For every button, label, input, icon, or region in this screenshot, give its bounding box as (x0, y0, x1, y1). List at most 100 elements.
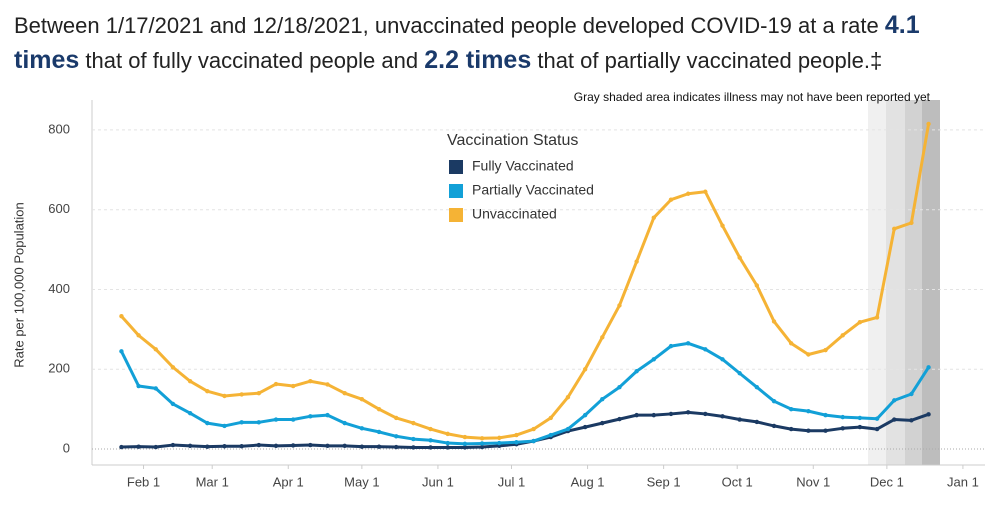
data-point (462, 441, 468, 447)
data-point (342, 443, 347, 449)
data-point (170, 365, 176, 370)
data-point (342, 390, 347, 396)
legend-swatch (449, 208, 463, 222)
data-point (600, 335, 605, 340)
data-point (926, 412, 931, 417)
data-point (531, 438, 536, 444)
data-point (359, 396, 365, 402)
shade-band (886, 100, 905, 465)
data-point (394, 415, 399, 421)
data-point (617, 303, 622, 308)
data-point (428, 426, 433, 432)
data-point (205, 389, 210, 394)
data-point (325, 412, 330, 418)
data-point (857, 319, 863, 325)
legend-label: Fully Vaccinated (472, 158, 574, 174)
series-line (120, 123, 931, 440)
x-tick-label: Jan 1 (947, 474, 979, 489)
x-tick-label: Jul 1 (498, 474, 525, 489)
data-point (325, 443, 330, 449)
data-point (909, 418, 914, 423)
data-point (342, 420, 347, 426)
data-point (376, 444, 382, 449)
data-point (462, 445, 468, 450)
data-point (514, 432, 519, 438)
data-point (462, 434, 468, 440)
data-point (394, 444, 399, 450)
title-text: that of fully vaccinated people and (79, 48, 425, 73)
data-point (771, 423, 777, 429)
annotation: Gray shaded area indicates illness may n… (574, 90, 931, 104)
data-point (222, 393, 227, 399)
data-point (497, 440, 502, 446)
data-point (119, 314, 124, 319)
data-point (720, 357, 725, 362)
data-point (874, 315, 880, 320)
data-point (926, 365, 931, 370)
data-point (359, 426, 365, 431)
x-tick-label: Mar 1 (196, 474, 229, 489)
data-point (136, 444, 141, 449)
data-point (651, 357, 657, 362)
data-point (170, 401, 176, 407)
data-point (273, 417, 279, 422)
data-point (840, 414, 845, 420)
data-point (119, 349, 124, 354)
data-point (634, 259, 639, 264)
data-point (170, 442, 176, 448)
data-point (273, 443, 279, 449)
y-tick-label: 600 (48, 201, 70, 216)
data-point (600, 396, 605, 402)
data-point (325, 382, 330, 387)
data-point (497, 435, 502, 441)
data-point (205, 420, 210, 426)
data-point (788, 406, 794, 412)
data-point (565, 394, 571, 400)
data-point (514, 440, 519, 445)
data-point (634, 369, 639, 374)
data-point (256, 390, 262, 396)
data-point (754, 419, 760, 425)
y-tick-label: 0 (63, 440, 70, 455)
data-point (737, 371, 742, 376)
x-tick-label: Dec 1 (870, 474, 904, 489)
title-text: that of partially vaccinated people.‡ (531, 48, 883, 73)
data-point (136, 383, 141, 389)
legend-label: Partially Vaccinated (472, 182, 594, 198)
data-point (720, 414, 725, 419)
data-point (840, 426, 845, 431)
data-point (737, 417, 742, 422)
data-point (376, 429, 382, 435)
data-point (806, 408, 811, 414)
title-text: Between 1/17/2021 and 12/18/2021, unvacc… (14, 13, 885, 38)
data-point (582, 367, 588, 372)
data-point (411, 445, 416, 450)
data-point (308, 379, 313, 384)
data-point (290, 417, 296, 422)
x-tick-label: Apr 1 (273, 474, 304, 489)
x-tick-label: Feb 1 (127, 474, 160, 489)
y-tick-label: 200 (48, 361, 70, 376)
data-point (909, 391, 914, 397)
legend-title: Vaccination Status (447, 132, 578, 149)
data-point (187, 443, 193, 449)
data-point (239, 392, 244, 397)
data-point (668, 197, 674, 202)
legend-swatch (449, 184, 463, 198)
data-point (892, 226, 897, 232)
data-point (857, 415, 863, 421)
x-tick-label: Aug 1 (571, 474, 605, 489)
data-point (754, 283, 760, 288)
y-tick-label: 400 (48, 281, 70, 296)
data-point (823, 347, 828, 353)
title-emphasis: 2.2 times (424, 46, 532, 74)
data-point (771, 398, 777, 404)
data-point (256, 442, 262, 448)
legend-swatch (449, 160, 463, 174)
data-point (840, 333, 845, 338)
data-point (187, 410, 193, 416)
data-point (668, 343, 674, 349)
data-point (737, 255, 742, 260)
